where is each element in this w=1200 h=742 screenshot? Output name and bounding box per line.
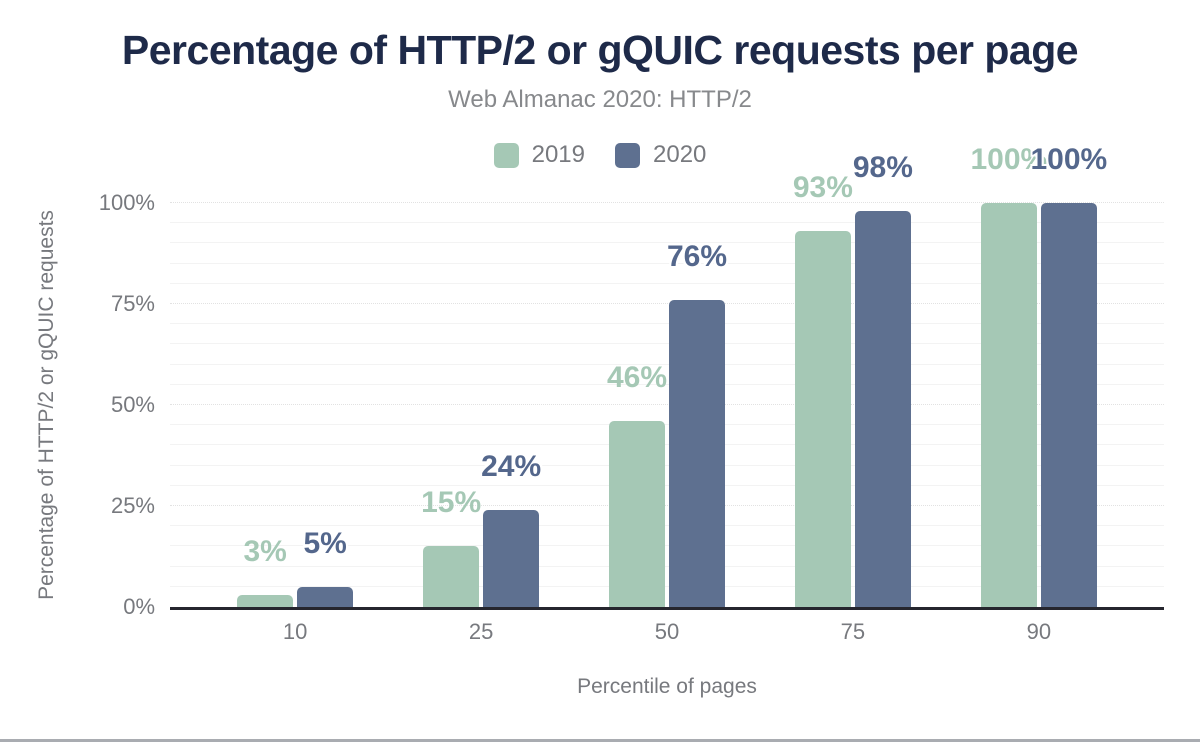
bar-2019-p50[interactable] [609, 421, 665, 607]
x-tick-label: 25 [468, 619, 494, 644]
bar-value-label-2019-p10: 3% [243, 534, 287, 568]
bar-value-label-2019-p90: 100% [970, 143, 1048, 176]
gridline [170, 262, 1164, 264]
bar-2020-p90[interactable] [1040, 203, 1097, 607]
bar-group-p75 [794, 211, 911, 607]
gridline [170, 323, 1164, 325]
bar-group-p90 [980, 203, 1097, 607]
bar-group-p50 [609, 299, 725, 607]
bar-2019-p75[interactable] [794, 231, 851, 607]
gridline [170, 383, 1164, 385]
bar-value-label-2020-p10: 5% [303, 526, 347, 560]
gridline [170, 464, 1164, 466]
chart-title: Percentage of HTTP/2 or gQUIC requests p… [121, 27, 1079, 73]
bar-value-label-2019-p25: 15% [421, 486, 482, 520]
bar-group-p25 [423, 510, 540, 607]
bar-value-label-2020-p90: 100% [1030, 143, 1108, 176]
bar-value-label-2019-p50: 46% [606, 361, 668, 395]
bar-2020-p25[interactable] [483, 510, 540, 607]
bar-2019-p25[interactable] [423, 546, 480, 607]
gridline [170, 363, 1164, 365]
x-tick-label: 75 [840, 619, 866, 644]
gridline [170, 565, 1164, 567]
x-tick-label: 50 [654, 619, 680, 644]
legend-item-2019: 2019 [493, 141, 585, 169]
bar-value-label-2020-p25: 24% [481, 450, 542, 484]
legend: 2019 2020 [0, 141, 1200, 169]
y-tick-label: 0% [123, 594, 155, 619]
page-bottom-divider [0, 739, 1200, 742]
gridline [170, 222, 1164, 224]
gridline [170, 525, 1164, 527]
legend-item-2020: 2020 [615, 141, 706, 169]
chart-subtitle: Web Almanac 2020: HTTP/2 [448, 86, 752, 113]
gridline [170, 202, 1164, 203]
x-axis-title: Percentile of pages [577, 675, 757, 698]
gridline [170, 282, 1164, 284]
gridline [170, 505, 1164, 506]
gridline [170, 242, 1164, 244]
gridline [170, 404, 1164, 405]
x-tick-label: 90 [1026, 619, 1052, 644]
legend-swatch-2019 [493, 142, 519, 168]
y-tick-label: 25% [110, 493, 155, 518]
bar-2020-p75[interactable] [854, 211, 911, 607]
bar-value-label-2020-p75: 98% [852, 151, 913, 185]
bar-2020-p10[interactable] [297, 586, 354, 607]
legend-label-2020: 2020 [653, 141, 707, 168]
legend-swatch-2020 [615, 142, 640, 168]
bar-group-p10 [237, 586, 354, 607]
gridline [170, 343, 1164, 345]
bar-2019-p10[interactable] [237, 594, 294, 607]
gridline [170, 303, 1164, 304]
bar-2019-p90[interactable] [980, 203, 1037, 607]
y-tick-label: 50% [110, 392, 155, 417]
gridline [170, 484, 1164, 486]
gridline [170, 444, 1164, 446]
gridline [170, 585, 1164, 587]
gridline [170, 424, 1164, 426]
plot-area: Percentile of pages 0% 25% 50% 75% 100% 10 3% 5… [99, 145, 1164, 698]
bar-value-label-2019-p75: 93% [792, 171, 853, 205]
y-tick-label: 75% [110, 291, 155, 316]
legend-label-2019: 2019 [531, 141, 585, 168]
x-tick-label: 10 [282, 619, 308, 644]
gridline [170, 545, 1164, 547]
y-tick-label: 100% [98, 190, 155, 215]
bar-value-label-2020-p50: 76% [666, 239, 728, 273]
bar-2020-p50[interactable] [669, 299, 725, 607]
